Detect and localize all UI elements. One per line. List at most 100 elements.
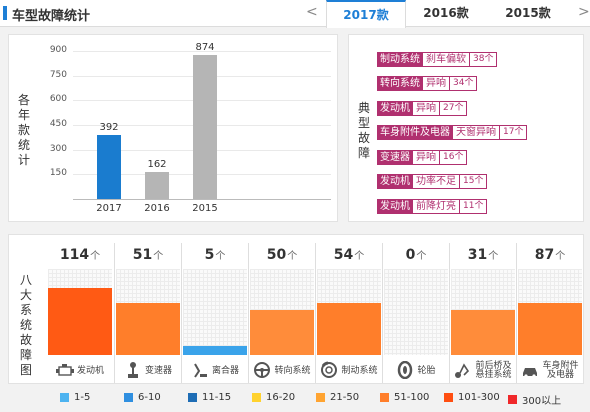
clutch-pedal-icon	[191, 361, 209, 382]
fault-count-tag: 17个	[500, 125, 528, 141]
legend-item: 16-20	[252, 392, 295, 403]
fault-desc-tag: 前降灯亮	[413, 198, 460, 214]
legend-swatch	[124, 393, 133, 402]
count-value: 54	[333, 247, 354, 263]
count-unit: 个	[354, 251, 365, 262]
system-cell[interactable]: 87个 车身附件 及电器	[516, 243, 582, 383]
fault-desc-tag: 天窗异响	[453, 125, 500, 141]
fault-count-tag: 11个	[460, 198, 488, 214]
x-axis-line	[73, 199, 331, 200]
system-name: 前后桥及 悬挂系统	[450, 361, 516, 381]
legend-item: 51-100	[380, 392, 429, 403]
y-tick-label: 600	[49, 94, 67, 105]
page-title: 车型故障统计	[12, 9, 91, 24]
y-tick-label: 300	[49, 143, 67, 154]
gear-shift-icon	[124, 361, 142, 382]
steering-wheel-icon	[253, 361, 271, 382]
system-count: 50个	[249, 247, 315, 263]
fault-item[interactable]: 变速器 异响 16个	[377, 145, 577, 170]
fault-desc-tag: 异响	[413, 149, 440, 165]
vertical-label-char: 故	[357, 131, 370, 145]
system-cell[interactable]: 5个 离合器	[181, 243, 247, 383]
gridline	[73, 51, 331, 52]
title-accent	[3, 6, 7, 20]
vertical-label-char: 故	[19, 333, 32, 347]
fault-level-fill	[317, 303, 381, 355]
vertical-label-char: 年	[17, 108, 30, 122]
vertical-label-char: 型	[357, 116, 370, 130]
system-cell[interactable]: 50个转向系统	[248, 243, 314, 383]
fault-item[interactable]: 发动机 前降灯亮 11个	[377, 194, 577, 219]
count-unit: 个	[488, 251, 499, 262]
systems-panel: 八大系统故障图 114个 发动机 51个 变速器 5个 离合器 50个 转向系统 54个 制动系统…	[8, 234, 584, 384]
next-arrow-icon[interactable]: >	[578, 4, 590, 20]
x-tick-label: 2016	[144, 203, 170, 214]
fault-count-tag: 27个	[440, 100, 468, 116]
system-name: 制动系统	[316, 361, 382, 381]
tab-2017[interactable]: 2017款	[326, 0, 406, 28]
legend-swatch	[444, 393, 453, 402]
system-count: 87个	[517, 247, 583, 263]
vertical-label-char: 八	[19, 273, 32, 287]
tab-2015[interactable]: 2015款	[505, 6, 551, 20]
x-tick-label: 2015	[192, 203, 218, 214]
bar-2017[interactable]	[97, 134, 121, 199]
vertical-label-char: 图	[19, 363, 32, 377]
fault-system-tag: 发动机	[377, 198, 413, 214]
suspension-icon	[454, 361, 472, 382]
legend-item: 11-15	[188, 392, 231, 403]
fault-level-fill	[116, 303, 180, 355]
vertical-label-char: 障	[357, 146, 370, 160]
legend-swatch	[252, 393, 261, 402]
system-count: 114个	[47, 247, 113, 263]
engine-icon	[55, 361, 74, 382]
fault-level-fill	[183, 346, 247, 355]
fault-level-fill	[518, 303, 582, 355]
prev-arrow-icon[interactable]: <	[306, 4, 318, 20]
system-label: 转向系统	[274, 365, 311, 376]
fault-system-tag: 制动系统	[377, 51, 423, 67]
bar-2016[interactable]	[145, 172, 169, 199]
system-cell[interactable]: 114个发动机	[47, 243, 113, 383]
fault-count-tag: 34个	[450, 76, 478, 92]
fault-level-background	[384, 269, 448, 355]
legend-label: 1-5	[74, 392, 91, 403]
fault-item[interactable]: 发动机 功率不足 15个	[377, 170, 577, 195]
y-tick-label: 750	[49, 69, 67, 80]
x-tick-label: 2017	[96, 203, 122, 214]
car-body-icon	[521, 361, 539, 382]
typical-faults-label: 典型故障	[357, 101, 371, 161]
fault-item[interactable]: 车身附件及电器 天窗异响 17个	[377, 121, 577, 146]
legend-item: 101-300	[444, 392, 500, 403]
legend-swatch	[316, 393, 325, 402]
legend-label: 300以上	[522, 396, 562, 407]
fault-system-tag: 车身附件及电器	[377, 125, 453, 141]
bar-2015[interactable]	[193, 55, 217, 199]
y-tick-label: 150	[49, 168, 67, 179]
year-bar-chart: 150 300 450 600 750 900 392 2017 162 2016 874 2015	[39, 42, 335, 219]
legend-item: 1-5	[60, 392, 90, 403]
vertical-label-char: 计	[17, 153, 30, 167]
fault-desc-tag: 功率不足	[413, 174, 460, 190]
system-cell[interactable]: 31个前后桥及 悬挂系统	[449, 243, 515, 383]
fault-desc-tag: 异响	[413, 100, 440, 116]
system-count: 54个	[316, 247, 382, 263]
legend-label: 101-300	[458, 392, 500, 403]
fault-item[interactable]: 转向系统 异响 34个	[377, 72, 577, 97]
tab-2016[interactable]: 2016款	[423, 6, 469, 20]
count-value: 31	[467, 247, 488, 263]
count-value: 87	[534, 247, 555, 263]
vertical-label-char: 统	[17, 138, 30, 152]
fault-desc-tag: 刹车偏软	[423, 51, 470, 67]
legend-swatch	[60, 393, 69, 402]
fault-item[interactable]: 发动机 异响 27个	[377, 96, 577, 121]
system-count: 51个	[115, 247, 181, 263]
system-label: 离合器	[211, 365, 239, 376]
system-name: 离合器	[182, 361, 248, 381]
system-label: 发动机	[76, 365, 104, 376]
fault-item[interactable]: 制动系统 刹车偏软 38个	[377, 47, 577, 72]
system-cell[interactable]: 54个制动系统	[315, 243, 381, 383]
system-cell[interactable]: 0个 轮胎	[382, 243, 448, 383]
system-cell[interactable]: 51个 变速器	[114, 243, 180, 383]
y-tick-label: 900	[49, 45, 67, 55]
